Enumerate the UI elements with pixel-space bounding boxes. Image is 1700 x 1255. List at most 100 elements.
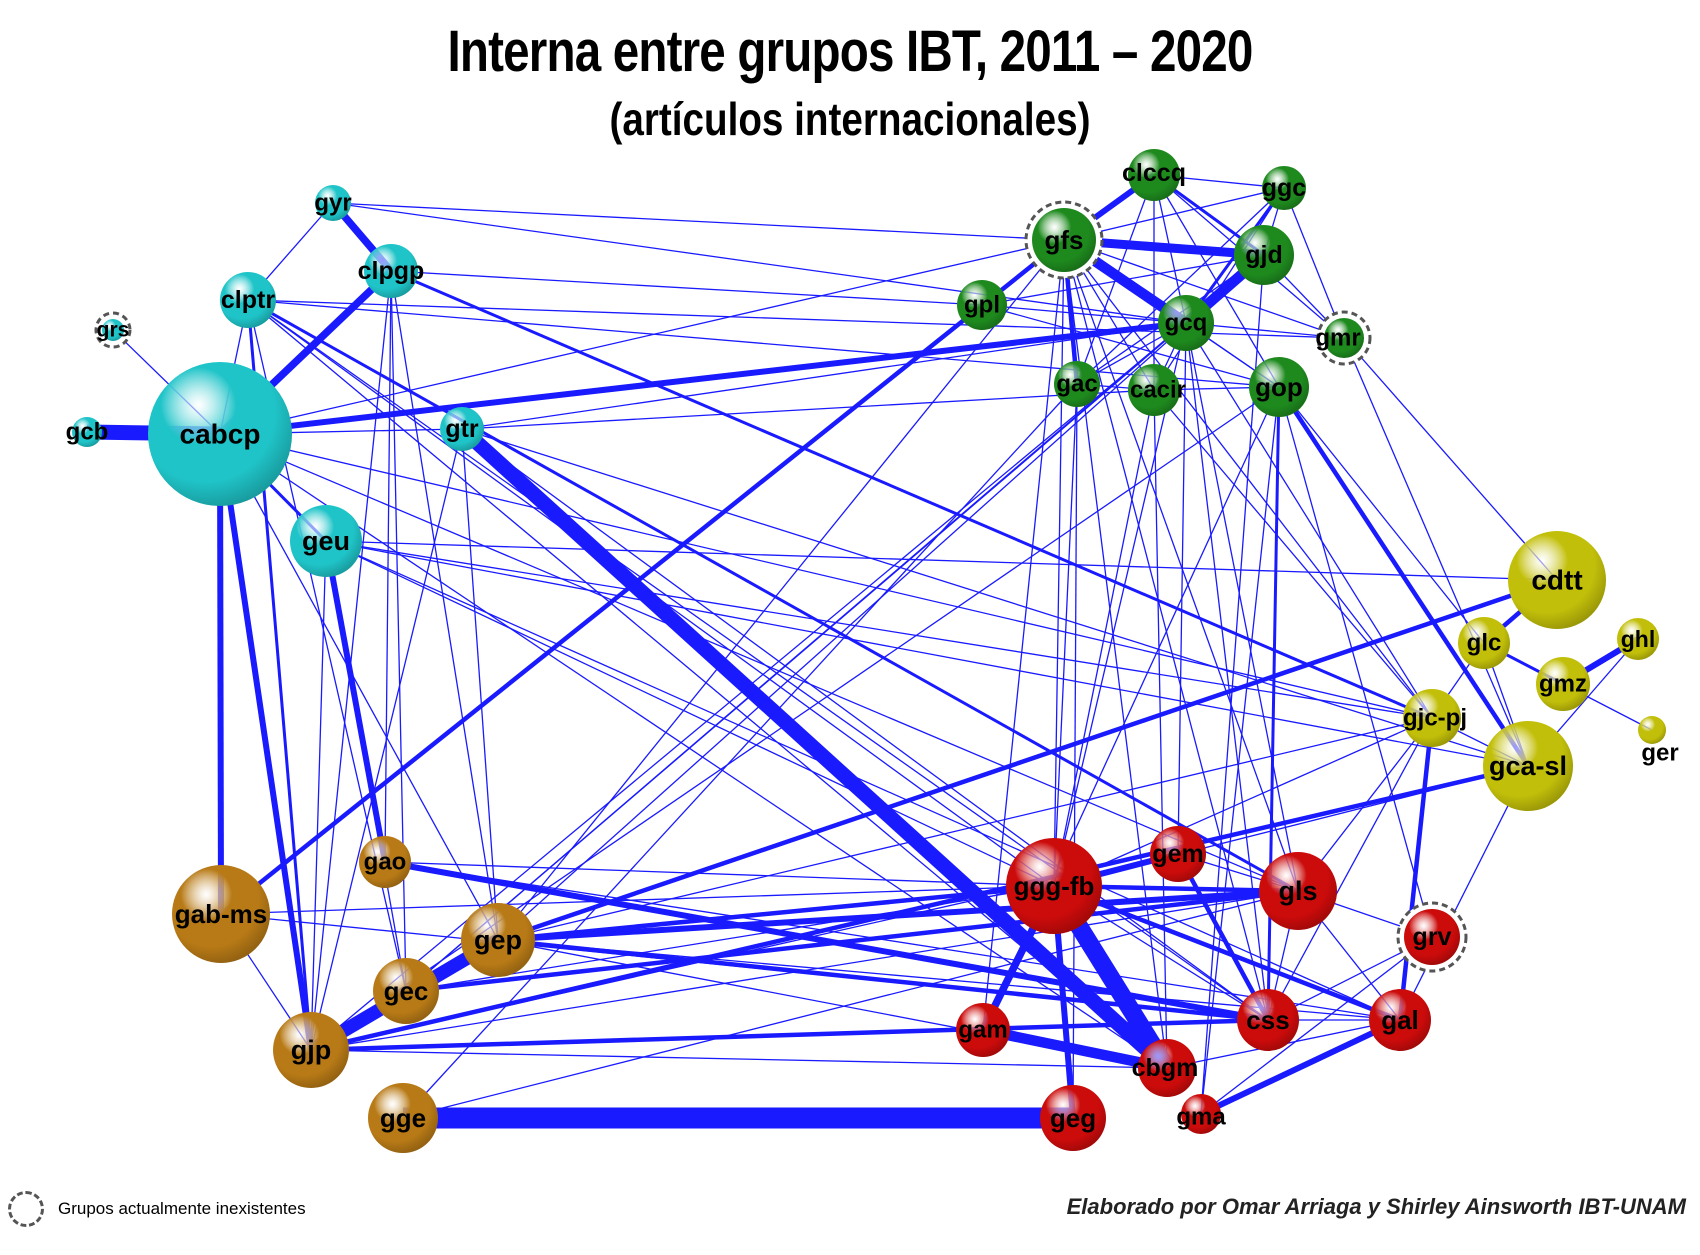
edge-cabcp-gjp (217, 433, 314, 1051)
node-ggg-fb[interactable]: ggg-fb (1006, 838, 1102, 934)
edge-grv-gma (1200, 936, 1433, 1115)
node-gcb[interactable]: gcb (66, 417, 109, 447)
edge-gyr-gcq (332, 202, 1187, 324)
node-gal[interactable]: gal (1369, 989, 1431, 1051)
edge-gtr-cbgm (456, 423, 1173, 1074)
node-shading (461, 903, 535, 977)
node-gjc-pj[interactable]: gjc-pj (1403, 689, 1467, 747)
credit-line: Elaborado por Omar Arriaga y Shirley Ain… (1066, 1194, 1686, 1219)
node-label: grs (97, 319, 130, 342)
node-shading (220, 272, 276, 328)
node-gca-sl[interactable]: gca-sl (1483, 721, 1573, 811)
edge-ggg-fb-gac (1053, 383, 1078, 887)
node-clpgp[interactable]: clpgp (358, 244, 425, 298)
node-gge[interactable]: gge (368, 1083, 438, 1153)
node-label: cacir (1130, 377, 1186, 404)
node-clptr[interactable]: clptr (220, 272, 276, 328)
diagram-subtitle: (artículos internacionales) (609, 93, 1091, 145)
node-label: geg (1050, 1103, 1096, 1133)
node-ggc[interactable]: ggc (1262, 166, 1307, 210)
edge-geu-ggg-fb (325, 540, 1055, 887)
node-gtr[interactable]: gtr (440, 407, 484, 451)
legend-label: Grupos actualmente inexistentes (58, 1199, 306, 1218)
node-gao[interactable]: gao (359, 836, 411, 888)
node-gop[interactable]: gop (1249, 357, 1309, 417)
edge-gtr-gcq (461, 322, 1187, 430)
edge-layer (86, 172, 1653, 1129)
edge-css-gjc-pj (1267, 717, 1433, 1021)
edge-geu-cdtt (325, 540, 1558, 581)
node-gec[interactable]: gec (373, 958, 439, 1024)
node-shading (1508, 531, 1606, 629)
node-gpl[interactable]: gpl (957, 280, 1007, 330)
node-shading (1617, 618, 1659, 660)
node-gjd[interactable]: gjd (1234, 225, 1294, 285)
node-gls[interactable]: gls (1259, 852, 1337, 930)
node-shading (1483, 721, 1573, 811)
edge-gge-gls (402, 890, 1299, 1119)
node-shading (368, 1083, 438, 1153)
node-label: gac (1056, 371, 1097, 398)
node-gmr[interactable]: gmr (1315, 310, 1372, 366)
node-label: cabcp (180, 419, 261, 450)
edge-gab-ms-gfs (219, 238, 1066, 916)
node-ghl[interactable]: ghl (1617, 618, 1659, 660)
node-grv[interactable]: grv (1396, 901, 1468, 973)
node-clccq[interactable]: clccq (1122, 149, 1186, 201)
node-label: gmr (1315, 325, 1360, 352)
node-gma[interactable]: gma (1176, 1094, 1226, 1134)
node-css[interactable]: css (1237, 989, 1299, 1051)
node-grs[interactable]: grs (94, 311, 132, 349)
node-shading (1262, 166, 1306, 210)
node-gcq[interactable]: gcq (1158, 295, 1214, 351)
node-label: gma (1176, 1104, 1226, 1131)
node-label: clpgp (358, 257, 425, 285)
node-label: gab-ms (175, 899, 267, 929)
node-label: gjc-pj (1403, 705, 1467, 732)
node-cbgm[interactable]: cbgm (1132, 1039, 1199, 1097)
node-label: gge (380, 1103, 426, 1133)
node-shading (373, 958, 439, 1024)
node-gmz[interactable]: gmz (1536, 657, 1590, 711)
edge-geu-gca-sl (325, 540, 1529, 767)
edge-clptr-gls (247, 298, 1299, 893)
node-gep[interactable]: gep (461, 903, 535, 977)
node-cacir[interactable]: cacir (1128, 364, 1186, 416)
node-glc[interactable]: glc (1458, 617, 1510, 669)
node-ger[interactable]: ger (1638, 716, 1679, 767)
node-shading (1181, 1094, 1221, 1134)
node-gyr[interactable]: gyr (314, 185, 352, 221)
edge-gep-ggg-fb (497, 883, 1055, 943)
node-shading (1324, 318, 1364, 358)
edge-cabcp-gls (219, 433, 1299, 892)
node-cdtt[interactable]: cdtt (1508, 531, 1606, 629)
edge-ggg-fb-gfs (1053, 239, 1065, 887)
node-gem[interactable]: gem (1150, 826, 1206, 882)
node-gam[interactable]: gam (956, 1003, 1010, 1057)
node-geg[interactable]: geg (1040, 1085, 1106, 1151)
edge-gtr-cacir (461, 389, 1155, 430)
node-shading (1158, 295, 1214, 351)
edge-gem-css (1176, 852, 1270, 1022)
edge-cabcp-gfs (219, 239, 1065, 435)
edge-geg-gac (1072, 383, 1078, 1119)
node-label: clptr (221, 286, 275, 314)
node-label: gcb (66, 419, 109, 446)
node-gfs[interactable]: gfs (1024, 200, 1104, 280)
edge-gtr-gca-sl (461, 428, 1529, 767)
edge-clptr-css (247, 299, 1269, 1021)
node-shading (957, 280, 1007, 330)
node-gac[interactable]: gac (1054, 361, 1100, 407)
edge-clpgp-gep (390, 270, 499, 941)
edge-grv-gop (1278, 386, 1433, 938)
edge-gem-gcq (1177, 322, 1187, 855)
node-shading (1150, 826, 1206, 882)
node-shading (1032, 208, 1096, 272)
node-gjp[interactable]: gjp (273, 1012, 349, 1088)
node-geu[interactable]: geu (290, 505, 362, 577)
node-label: gmz (1539, 671, 1587, 698)
edge-glc-gop (1278, 386, 1485, 644)
edge-clccq-gop (1153, 174, 1280, 388)
node-cabcp[interactable]: cabcp (148, 362, 292, 506)
node-gab-ms[interactable]: gab-ms (172, 865, 270, 963)
